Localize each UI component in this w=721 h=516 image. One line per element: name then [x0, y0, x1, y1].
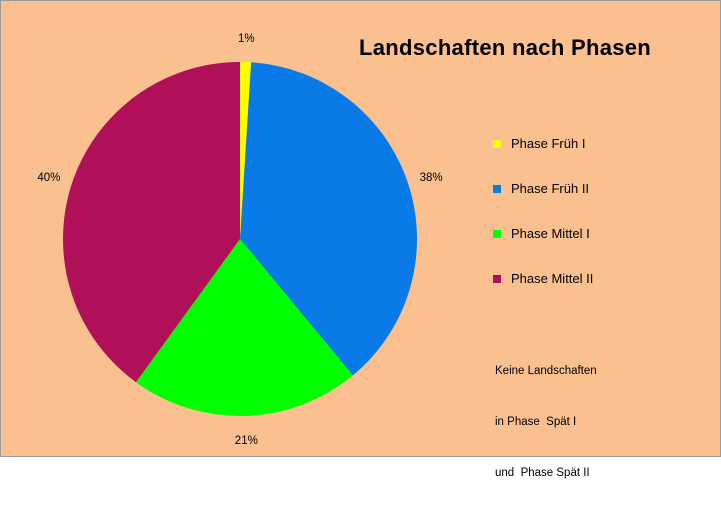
- pie-slice-3: [62, 62, 241, 383]
- pie-slice-1: [240, 62, 417, 376]
- legend-item-phase-mittel-1: Phase Mittel I: [493, 211, 593, 256]
- chart-area: 1% 38% 21% 40% Landschaften nach Phasen Pha…: [0, 0, 721, 479]
- legend-item-phase-frueh-2: Phase Früh II: [493, 166, 593, 211]
- pie-chart: 1% 38% 21% 40%: [37, 33, 442, 447]
- pie-slice-2: [135, 239, 353, 416]
- data-label-0: 1%: [238, 33, 255, 45]
- note-line: und Phase Spät II: [495, 467, 590, 479]
- note-line: Keine Landschaften: [495, 365, 597, 377]
- legend-swatch: [493, 274, 501, 283]
- legend-label: Phase Früh I: [511, 136, 586, 151]
- pie-data-labels: 1% 38% 21% 40%: [37, 33, 442, 447]
- chart-title: Landschaften nach Phasen: [359, 35, 652, 60]
- legend-label: Phase Mittel I: [511, 226, 590, 241]
- legend-swatch: [493, 139, 501, 148]
- legend-label: Phase Früh II: [511, 181, 590, 196]
- note-text: Keine Landschaften in Phase Spät I und P…: [495, 329, 597, 516]
- pie-slice-0: [240, 62, 252, 239]
- legend-swatch: [493, 229, 501, 238]
- legend-label: Phase Mittel II: [511, 271, 594, 286]
- legend-item-phase-mittel-2: Phase Mittel II: [493, 256, 593, 301]
- legend-item-phase-frueh-1: Phase Früh I: [493, 121, 593, 166]
- data-label-2: 21%: [235, 435, 258, 447]
- note-line: in Phase Spät I: [495, 416, 577, 428]
- legend-swatch: [493, 184, 501, 193]
- data-label-1: 38%: [420, 172, 443, 184]
- data-label-3: 40%: [37, 172, 60, 184]
- legend: Phase Früh I Phase Früh II Phase Mittel …: [493, 121, 593, 301]
- pie-slices: [62, 62, 417, 416]
